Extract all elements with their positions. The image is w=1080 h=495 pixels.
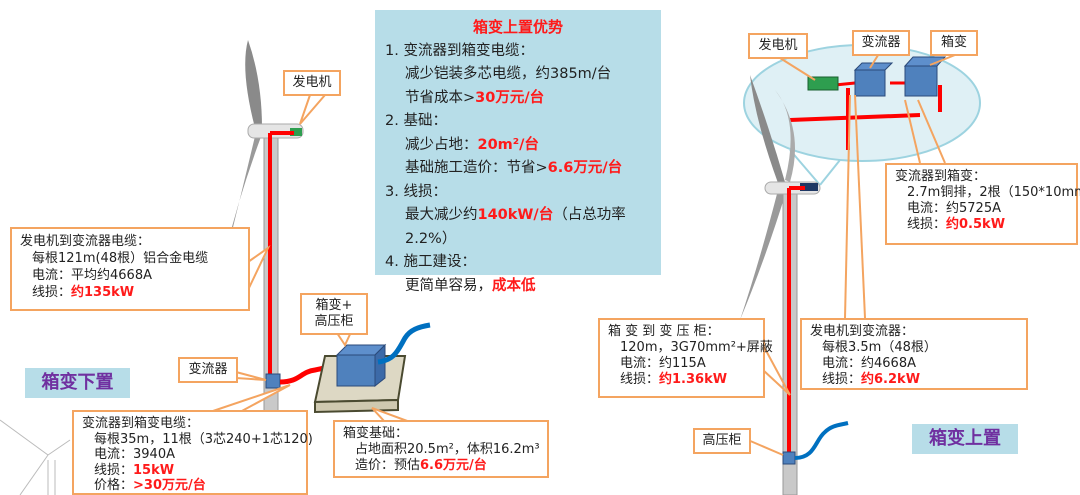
right-turbine — [740, 75, 849, 495]
left-converter-label: 变流器 — [178, 357, 238, 383]
price-value: >30万元/台 — [133, 478, 206, 493]
advantage-highlight: 30万元/台 — [475, 89, 545, 106]
callout-line: 电流：3940A — [94, 447, 175, 462]
loss-value: 15kW — [133, 462, 175, 478]
background-turbine — [0, 419, 71, 495]
callout-line: 电流：平均约4668A — [32, 268, 152, 283]
advantage-line: 减少占地：20m²/台 — [385, 134, 651, 158]
advantage-line: 减少铠装多芯电缆，约385m/台 — [385, 63, 651, 87]
price-label: 价格： — [94, 478, 134, 493]
callout-line: 每根121m(48根）铝合金电缆 — [32, 251, 209, 266]
advantage-line: 最大减少约140kW/台（占总功率2.2%） — [385, 204, 651, 251]
loss-label: 线损： — [907, 217, 947, 232]
right-generator-label: 发电机 — [748, 33, 808, 59]
label-line: 箱变+ — [315, 298, 353, 313]
right-scheme-tag: 箱变上置 — [912, 424, 1018, 454]
right-gen-to-conv-callout: 发电机到变流器： 每根3.5m（48根） 电流：约4668A 线损：约6.2kW — [800, 318, 1028, 390]
callout-title: 变流器到箱变电缆： — [82, 416, 200, 431]
left-foundation-callout: 箱变基础： 占地面积20.5m²，体积16.2m³ 造价：预估6.6万元/台 — [333, 420, 549, 478]
callout-line: 2.7m铜排，2根（150*10mm) — [907, 185, 1080, 200]
label-line: 高压柜 — [314, 314, 354, 329]
advantage-text: 基础施工造价：节省> — [405, 160, 548, 176]
callout-title: 发电机到变流器电缆： — [20, 234, 151, 249]
loss-label: 线损： — [32, 285, 72, 300]
cost-value: 6.6万元/台 — [420, 458, 487, 473]
advantage-suffix: （占总功率2.2%） — [405, 207, 626, 247]
advantage-heading: 3. 线损： — [385, 183, 447, 200]
advantage-heading: 4. 施工建设： — [385, 254, 476, 270]
advantage-highlight: 6.6万元/台 — [547, 160, 623, 176]
advantage-highlight: 20m²/台 — [477, 136, 539, 153]
right-box-to-cabinet-callout: 箱 变 到 变 压 柜： 120m，3G70mm²+屏蔽 电流：约115A 线损… — [598, 318, 773, 398]
advantage-line: 更简单容易，成本低 — [385, 275, 651, 299]
callout-line: 120m，3G70mm²+屏蔽 — [620, 340, 773, 355]
callout-line: 线损：约1.36kW — [608, 372, 755, 388]
callout-line: 电流：约5725A — [907, 201, 1001, 216]
left-conv-to-box-callout: 变流器到箱变电缆： 每根35m，11根（3芯240+1芯120) 电流：3940… — [72, 410, 313, 495]
advantage-highlight: 成本低 — [492, 277, 536, 294]
advantage-line: 基础施工造价：节省>6.6万元/台 — [385, 157, 651, 181]
box-transformer-ground — [313, 322, 431, 414]
callout-line: 线损：约135kW — [20, 284, 240, 301]
left-scheme-tag: 箱变下置 — [25, 368, 130, 398]
advantage-line: 节省成本>30万元/台 — [385, 87, 651, 111]
right-hv-cabinet-label: 高压柜 — [693, 428, 751, 454]
callout-line: 电流：约115A — [620, 356, 706, 371]
advantage-text: 最大减少约 — [405, 207, 478, 223]
callout-line: 线损：约6.2kW — [810, 372, 1018, 388]
loss-value: 约1.36kW — [659, 372, 728, 387]
advantage-text: 节省成本> — [405, 89, 476, 106]
callout-line: 线损：约0.5kW — [895, 217, 1068, 233]
loss-value: 约135kW — [71, 285, 135, 300]
loss-label: 线损： — [620, 372, 660, 387]
right-box-transformer-label: 箱变 — [930, 30, 978, 56]
right-pointers — [747, 51, 956, 456]
callout-line: 电流：约4668A — [822, 356, 916, 371]
callout-title: 变流器到箱变： — [895, 169, 987, 184]
advantage-heading: 1. 变流器到箱变电缆： — [385, 42, 534, 59]
advantage-text: 减少占地： — [405, 136, 478, 153]
cost-label: 造价：预估 — [355, 458, 421, 473]
loss-value: 约6.2kW — [861, 372, 921, 387]
advantages-panel: 箱变上置优势 1. 变流器到箱变电缆： 减少铠装多芯电缆，约385m/台 节省成… — [375, 10, 661, 294]
right-converter-label: 变流器 — [852, 30, 910, 56]
left-generator-label: 发电机 — [283, 70, 341, 96]
callout-line: 每根35m，11根（3芯240+1芯120) — [94, 431, 313, 447]
callout-title: 箱变基础： — [343, 426, 409, 441]
nacelle-detail-bubble — [743, 44, 981, 186]
advantage-text: 减少铠装多芯电缆，约385m/台 — [405, 66, 612, 82]
callout-line: 线损：15kW — [82, 463, 298, 479]
callout-title: 发电机到变流器： — [810, 324, 915, 339]
advantages-title: 箱变上置优势 — [472, 18, 563, 36]
callout-line: 价格：>30万元/台 — [82, 478, 298, 494]
advantage-highlight: 140kW/台 — [477, 207, 554, 223]
advantage-heading: 2. 基础： — [385, 113, 447, 129]
callout-line: 每根3.5m（48根） — [822, 340, 937, 355]
loss-label: 线损： — [94, 462, 134, 478]
advantage-text: 更简单容易， — [405, 277, 492, 294]
loss-value: 约0.5kW — [946, 217, 1006, 232]
right-conv-to-box-callout: 变流器到箱变： 2.7m铜排，2根（150*10mm) 电流：约5725A 线损… — [885, 163, 1080, 245]
callout-title: 箱 变 到 变 压 柜： — [608, 324, 720, 339]
loss-label: 线损： — [822, 372, 862, 387]
left-gen-to-conv-callout: 发电机到变流器电缆： 每根121m(48根）铝合金电缆 电流：平均约4668A … — [10, 227, 250, 311]
callout-line: 占地面积20.5m²，体积16.2m³ — [355, 442, 540, 457]
callout-line: 造价：预估6.6万元/台 — [343, 458, 539, 474]
left-box-transformer-label: 箱变+ 高压柜 — [300, 293, 368, 335]
